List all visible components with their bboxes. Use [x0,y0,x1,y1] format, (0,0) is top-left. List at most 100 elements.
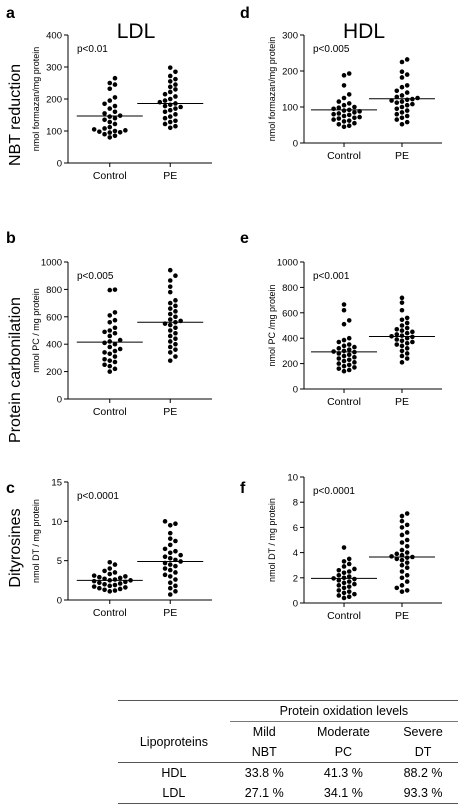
data-point [341,590,347,596]
data-point [112,582,118,588]
data-point [399,518,405,524]
table-cell: 41.3 % [298,762,389,783]
p-value-label: p<0.0001 [313,486,355,497]
p-value-label: p<0.0001 [77,491,119,502]
data-point [399,59,405,65]
data-point [404,72,410,77]
data-point [394,106,400,112]
p-value-label: p<0.01 [77,44,108,55]
data-point [167,114,173,119]
data-point [97,574,102,580]
data-point [173,69,178,75]
data-point [173,538,178,544]
data-point [112,562,118,567]
data-point [107,124,113,130]
data-point [404,97,410,103]
table-row-label: LDL [118,783,230,804]
ldl-column-title: LDL [117,20,156,43]
data-point [399,317,405,323]
data-point [399,348,405,354]
data-point [178,552,183,558]
data-point [399,547,405,553]
data-point [404,83,410,88]
data-point [167,311,173,317]
data-point [341,337,347,343]
data-point [173,76,178,82]
data-point [162,321,168,326]
data-point [352,365,357,370]
data-point [107,339,113,344]
data-point [112,310,118,315]
data-point [102,350,107,355]
data-point [167,96,173,102]
data-point [162,121,168,127]
data-point [404,356,410,361]
data-point [167,585,173,591]
x-tick-label: Control [93,607,127,619]
y-tick-label: 200 [46,95,62,106]
data-point [357,109,362,114]
data-point [173,354,178,359]
table-col-marker: DT [414,745,432,759]
data-point [341,124,347,130]
data-point [112,121,118,127]
data-point [112,354,118,359]
data-point [107,344,113,350]
data-point [341,353,347,359]
y-tick-label: 100 [46,127,62,138]
data-point [341,595,347,601]
data-point [404,320,410,326]
data-point [167,562,173,567]
data-point [352,120,357,126]
data-point [173,87,178,92]
panel-letter-d: d [240,5,250,22]
data-point [336,356,342,361]
data-point [399,338,405,344]
data-point [394,342,400,347]
data-point [97,129,102,134]
data-point [399,569,405,574]
data-point [404,108,410,113]
panel-d: 0 100 200 300 nmol formazan/mg protein p<0.00… [267,31,442,162]
data-point [107,86,113,92]
data-point [394,337,400,342]
data-point [399,121,405,127]
data-point [173,589,178,594]
data-point [112,577,118,582]
table-col-marker: PC [334,745,353,759]
data-point [399,75,405,80]
data-point [123,579,128,585]
data-point [173,557,178,563]
data-point [357,114,362,120]
data-point [394,111,400,117]
data-point [167,267,173,273]
data-point [399,360,405,365]
data-point [107,114,113,119]
data-point [404,330,410,336]
data-point [346,589,352,594]
x-tick-label: PE [395,150,409,162]
data-point [107,313,113,318]
data-point [389,98,394,103]
data-point [341,113,347,119]
data-point [162,115,168,121]
data-point [173,303,178,309]
data-point [352,566,357,572]
data-point [404,335,410,341]
y-tick-label: 800 [282,283,298,294]
table-col-marker: NBT [251,745,277,759]
data-point [173,347,178,352]
data-point [336,588,342,593]
panel-a: 0 100 200 300 400 nmol formazan/mg protein p<0… [31,31,212,182]
data-point [336,346,342,351]
data-point [167,530,173,536]
x-tick-label: PE [163,607,177,619]
data-point [341,307,347,313]
data-point [404,565,410,571]
data-point [336,121,342,127]
data-point [410,339,415,345]
data-point [167,556,173,561]
data-point [346,123,352,129]
data-point [341,83,347,88]
data-point [341,73,347,78]
